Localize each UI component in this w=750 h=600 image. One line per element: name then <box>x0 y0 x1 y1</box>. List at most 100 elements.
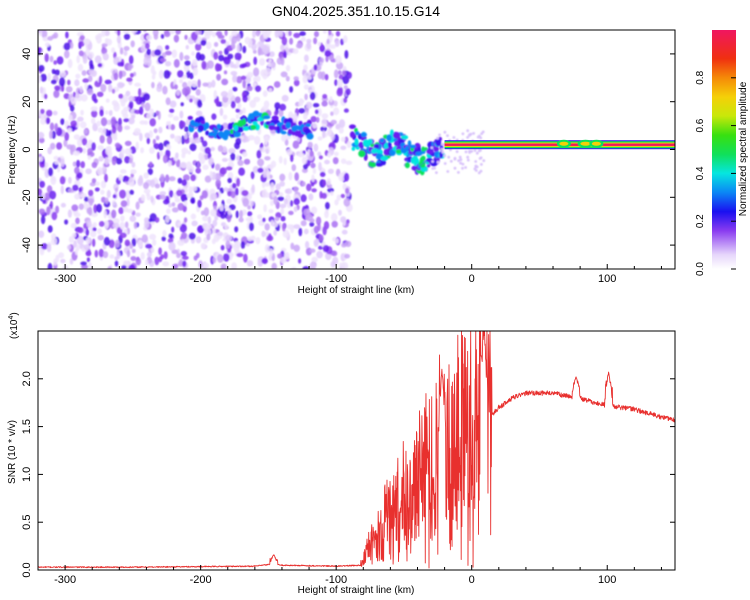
noise-cell <box>211 227 216 235</box>
noise-cell <box>318 57 324 64</box>
noise-cell <box>75 94 80 99</box>
noise-cell <box>278 156 283 164</box>
noise-cell <box>200 155 206 165</box>
noise-cell <box>329 44 336 49</box>
noise-cell <box>230 71 238 76</box>
noise-cell <box>114 142 121 148</box>
y-tick-label: 0 <box>21 146 33 152</box>
noise-cell <box>104 38 109 44</box>
noise-cell <box>49 200 54 210</box>
noise-cell <box>92 222 97 228</box>
noise-cell <box>168 176 176 182</box>
noise-cell <box>76 55 80 64</box>
noise-cell <box>80 261 87 266</box>
signal-cell <box>400 148 407 154</box>
noise-cell <box>73 134 80 140</box>
noise-cell <box>94 55 102 64</box>
noise-cell <box>67 127 72 134</box>
noise-cell <box>311 174 315 183</box>
noise-cell <box>131 114 136 120</box>
spectrogram-x-ticks: -300 -200 -100 0 100 <box>37 264 662 285</box>
noise-cell <box>234 187 239 196</box>
noise-cell <box>293 32 301 39</box>
noise-cell <box>168 233 174 239</box>
noise-cell <box>117 61 124 67</box>
noise-cell <box>275 183 281 191</box>
noise-cell <box>329 96 333 103</box>
noise-cell <box>264 244 270 253</box>
noise-cell <box>330 261 336 268</box>
signal-cell <box>208 132 215 137</box>
noise-cell <box>89 59 93 68</box>
noise-cell <box>177 239 185 246</box>
noise-cell <box>191 185 198 192</box>
noise-cell <box>342 75 350 85</box>
snr-scale-note: (x104) <box>8 312 20 339</box>
noise-cell <box>282 229 290 238</box>
noise-cell <box>261 44 268 53</box>
noise-cell <box>277 196 285 201</box>
noise-cell <box>247 135 255 141</box>
signal-cell <box>304 128 311 134</box>
signal-cell <box>413 154 418 162</box>
scatter-cell <box>459 161 462 165</box>
noise-cell <box>65 86 73 93</box>
noise-cell <box>51 68 56 75</box>
noise-cell <box>165 215 170 223</box>
scatter-cell <box>475 151 479 155</box>
noise-cell <box>262 217 266 223</box>
noise-cell <box>92 227 97 232</box>
noise-cell <box>317 136 323 141</box>
noise-cell <box>235 113 240 119</box>
noise-cell <box>67 244 72 250</box>
noise-cell <box>175 159 181 168</box>
noise-cell <box>230 152 236 161</box>
signal-cell <box>380 156 389 161</box>
noise-cell <box>92 122 98 132</box>
noise-cell <box>341 70 347 76</box>
noise-cell <box>322 179 327 187</box>
noise-cell <box>168 113 174 118</box>
noise-cell <box>187 150 191 155</box>
scatter-cell <box>474 165 478 169</box>
noise-cell <box>103 210 107 219</box>
signal-cell <box>370 143 375 148</box>
noise-cell <box>211 113 217 120</box>
scatter-cell <box>443 130 447 134</box>
noise-cell <box>140 147 145 154</box>
noise-cell <box>159 150 164 157</box>
noise-cell <box>303 84 310 90</box>
noise-cell <box>211 79 216 88</box>
noise-cell <box>182 81 188 89</box>
noise-cell <box>111 156 117 166</box>
noise-cell <box>216 73 222 81</box>
noise-cell <box>219 204 224 212</box>
scatter-cell <box>464 150 468 154</box>
noise-cell <box>152 239 157 246</box>
noise-cell <box>63 42 71 51</box>
noise-cell <box>271 262 277 269</box>
noise-cell <box>53 60 58 65</box>
signal-cell <box>430 159 438 167</box>
noise-cell <box>326 38 330 45</box>
noise-cell <box>340 145 347 150</box>
y-tick-label: -20 <box>21 189 33 205</box>
scatter-cell <box>441 143 444 146</box>
noise-cell <box>224 224 229 230</box>
noise-cell <box>38 188 43 196</box>
noise-cell <box>315 216 322 226</box>
noise-cell <box>312 103 320 108</box>
noise-cell <box>112 125 117 134</box>
noise-cell <box>180 102 184 107</box>
noise-cell <box>247 71 254 78</box>
colorbar-tick-label: 0.0 <box>695 262 706 276</box>
x-tick-label: -100 <box>325 273 347 285</box>
noise-cell <box>165 174 170 183</box>
noise-cell <box>54 160 60 165</box>
colorbar-tick-label: 0.8 <box>695 70 706 84</box>
noise-cell <box>294 172 300 182</box>
noise-cell <box>311 206 318 214</box>
noise-cell <box>202 215 209 222</box>
noise-cell <box>73 240 77 248</box>
snr-frame <box>37 330 676 571</box>
